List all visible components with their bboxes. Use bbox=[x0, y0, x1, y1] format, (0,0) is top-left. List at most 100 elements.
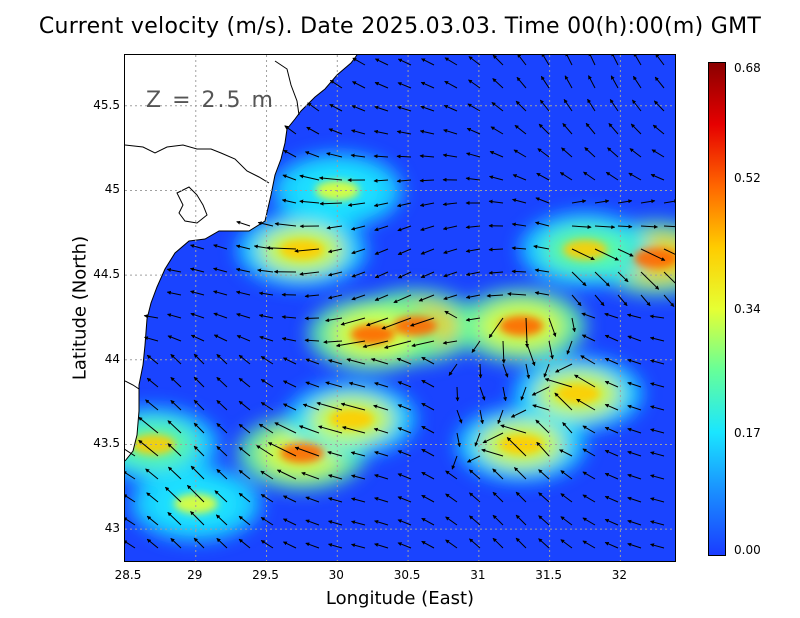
current-arrow bbox=[216, 400, 228, 411]
current-arrow bbox=[326, 152, 343, 158]
current-arrow bbox=[482, 432, 504, 444]
current-arrow bbox=[167, 420, 182, 434]
current-arrow bbox=[350, 225, 366, 231]
current-arrow bbox=[420, 81, 435, 89]
current-arrow bbox=[535, 197, 550, 204]
current-arrow bbox=[190, 465, 205, 480]
current-arrow bbox=[566, 340, 573, 355]
y-tick-label: 43 bbox=[104, 521, 120, 536]
current-arrow bbox=[316, 401, 343, 411]
current-arrow bbox=[260, 539, 274, 549]
current-arrow bbox=[352, 81, 366, 89]
current-arrow bbox=[538, 492, 550, 503]
current-arrow bbox=[274, 222, 297, 227]
current-arrow bbox=[125, 448, 136, 457]
current-arrow bbox=[351, 497, 366, 503]
speed-core bbox=[173, 493, 218, 514]
current-arrow bbox=[469, 492, 481, 503]
border-line bbox=[125, 144, 270, 184]
current-arrow bbox=[166, 268, 182, 273]
current-arrow bbox=[347, 202, 366, 207]
current-arrow bbox=[397, 450, 412, 457]
current-arrow bbox=[421, 402, 435, 411]
current-arrow bbox=[216, 446, 228, 457]
current-arrow bbox=[299, 199, 320, 204]
current-arrow bbox=[238, 354, 251, 365]
current-arrow bbox=[304, 316, 320, 321]
current-arrow bbox=[539, 99, 550, 112]
current-arrow bbox=[465, 225, 481, 230]
current-arrow bbox=[143, 314, 159, 319]
current-arrow bbox=[282, 357, 297, 365]
speed-core bbox=[279, 442, 324, 463]
speed-heat-layer bbox=[125, 153, 675, 541]
current-arrow bbox=[443, 271, 458, 278]
current-arrow bbox=[535, 221, 550, 227]
velocity-map bbox=[124, 54, 676, 562]
current-arrow bbox=[663, 225, 675, 228]
current-arrow bbox=[537, 148, 550, 158]
current-arrow bbox=[266, 245, 297, 250]
current-arrow bbox=[213, 267, 228, 273]
current-arrow bbox=[374, 248, 389, 255]
current-arrow bbox=[350, 153, 366, 158]
current-arrow bbox=[563, 98, 573, 112]
current-arrow bbox=[190, 312, 205, 319]
current-arrow bbox=[238, 492, 251, 503]
current-arrow bbox=[649, 336, 665, 342]
current-arrow bbox=[396, 154, 412, 159]
current-arrow bbox=[479, 409, 484, 425]
current-arrow bbox=[604, 518, 619, 526]
current-arrow bbox=[541, 55, 550, 66]
current-arrow bbox=[282, 403, 297, 411]
y-tick-label: 45.5 bbox=[93, 97, 120, 112]
colorbar-tick-label: 0.68 bbox=[734, 61, 761, 75]
current-arrow bbox=[281, 315, 297, 320]
current-arrow bbox=[511, 269, 527, 274]
current-arrow bbox=[258, 313, 274, 319]
land-mass bbox=[125, 55, 357, 461]
current-arrow bbox=[215, 514, 228, 526]
current-arrow bbox=[282, 380, 297, 388]
lake-outline bbox=[176, 186, 208, 224]
current-arrow bbox=[146, 538, 159, 549]
current-arrow bbox=[166, 290, 182, 296]
current-arrow bbox=[604, 403, 619, 411]
current-arrow bbox=[397, 473, 412, 480]
current-arrow bbox=[492, 537, 504, 549]
current-arrow bbox=[235, 267, 251, 273]
current-arrow bbox=[481, 448, 504, 457]
current-arrow bbox=[609, 98, 619, 112]
current-arrow bbox=[146, 492, 159, 503]
current-arrow bbox=[663, 248, 675, 255]
current-arrow bbox=[397, 82, 412, 89]
current-arrow bbox=[327, 271, 343, 277]
current-arrow bbox=[559, 449, 573, 457]
current-arrow bbox=[193, 353, 205, 365]
current-arrow bbox=[351, 105, 366, 112]
current-arrow bbox=[328, 128, 343, 135]
current-arrow bbox=[258, 291, 274, 296]
current-arrow bbox=[584, 147, 596, 158]
current-arrow bbox=[323, 339, 343, 344]
current-arrow bbox=[515, 100, 527, 112]
x-tick-label: 29 bbox=[187, 568, 203, 582]
current-arrow bbox=[515, 514, 527, 526]
current-arrow bbox=[655, 55, 665, 66]
current-arrow bbox=[469, 515, 481, 526]
current-arrow bbox=[236, 220, 251, 227]
current-arrow bbox=[574, 374, 596, 388]
current-arrow bbox=[651, 149, 665, 158]
current-arrow bbox=[302, 403, 320, 411]
current-arrow bbox=[340, 317, 366, 326]
current-arrow bbox=[650, 382, 665, 388]
current-arrow bbox=[307, 102, 320, 112]
current-arrow bbox=[421, 471, 435, 480]
current-arrow bbox=[516, 76, 527, 89]
current-arrow bbox=[540, 75, 550, 89]
y-tick-label: 43.5 bbox=[93, 436, 120, 451]
current-arrow bbox=[304, 338, 320, 343]
current-arrow bbox=[329, 103, 343, 112]
current-arrow bbox=[216, 354, 228, 365]
current-arrow bbox=[654, 76, 665, 89]
